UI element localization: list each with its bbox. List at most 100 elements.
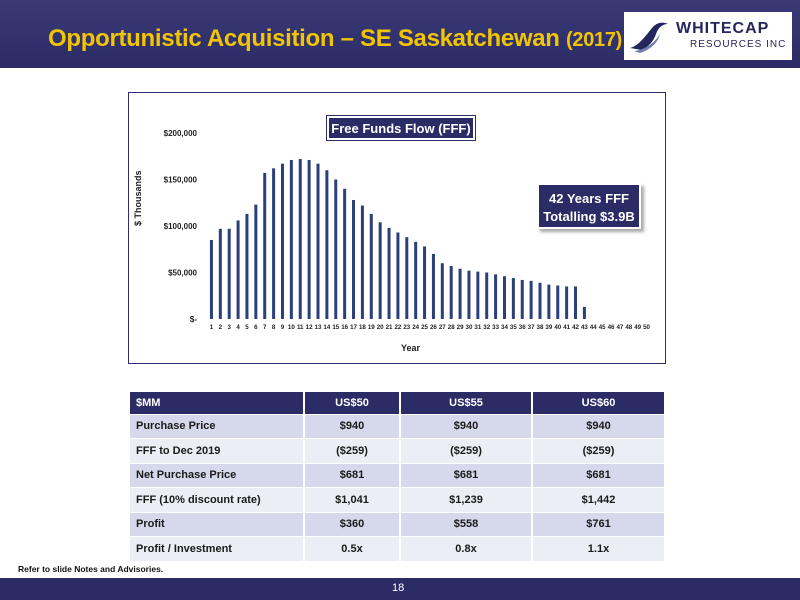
chart-bar — [565, 286, 569, 319]
chart-bar — [520, 279, 524, 319]
x-tick-label: 24 — [412, 324, 419, 331]
x-tick-label: 20 — [377, 324, 384, 331]
chart-bar — [547, 284, 551, 319]
x-tick-label: 50 — [643, 324, 650, 331]
x-tick-label: 14 — [323, 324, 330, 331]
chart-title: Free Funds Flow (FFF) — [326, 115, 476, 141]
table-cell: 0.8x — [400, 536, 533, 561]
table-cell: 1.1x — [532, 536, 664, 561]
x-tick-label: 18 — [359, 324, 366, 331]
table-row: FFF (10% discount rate) $1,041 $1,239 $1… — [130, 487, 664, 512]
table-header-cell: $MM — [130, 392, 305, 414]
chart-bar — [352, 199, 356, 319]
x-tick-label: 16 — [341, 324, 348, 331]
table-row: FFF to Dec 2019 ($259) ($259) ($259) — [130, 438, 664, 463]
logo-name: WHITECAP — [676, 20, 770, 37]
y-axis-label: $ Thousands — [133, 170, 143, 226]
x-tick-label: 2 — [219, 324, 223, 331]
x-tick-label: 7 — [263, 324, 267, 331]
x-tick-label: 9 — [281, 324, 285, 331]
chart-bar — [494, 274, 498, 319]
chart-bar — [582, 306, 586, 319]
y-tick-label: $100,000 — [164, 222, 198, 231]
x-tick-label: 31 — [474, 324, 481, 331]
x-tick-label: 26 — [430, 324, 437, 331]
x-tick-label: 17 — [350, 324, 357, 331]
chart-bar — [414, 241, 418, 319]
x-tick-label: 12 — [306, 324, 313, 331]
table-cell: $940 — [400, 413, 533, 439]
chart-bar — [227, 228, 231, 319]
table-cell: Net Purchase Price — [130, 462, 305, 488]
chart-bar — [254, 204, 258, 319]
chart-bar — [334, 179, 338, 319]
chart-bar — [325, 170, 329, 319]
table-cell: Purchase Price — [130, 413, 305, 439]
chart-panel: $- $50,000 $100,000 $150,000 $200,000 1 2 3 4 5 6 7… — [128, 92, 666, 364]
header-bar: Opportunistic Acquisition – SE Saskatche… — [0, 0, 800, 68]
x-tick-label: 15 — [332, 324, 339, 331]
chart-bar — [263, 172, 267, 319]
x-tick-label: 23 — [403, 324, 410, 331]
table-header-row: $MM US$50 US$55 US$60 — [130, 392, 664, 414]
y-tick-label: $150,000 — [164, 176, 198, 185]
x-tick-label: 28 — [448, 324, 455, 331]
table-cell: $1,041 — [304, 487, 401, 512]
chart-bar — [440, 263, 444, 319]
page-number: 18 — [392, 582, 405, 594]
x-tick-label: 3 — [227, 324, 231, 331]
table-cell: ($259) — [304, 438, 401, 463]
table-cell: $761 — [532, 511, 664, 537]
chart-bar — [405, 237, 409, 319]
sensitivity-table: $MM US$50 US$55 US$60 Purchase Price $94… — [130, 392, 664, 561]
chart-bar — [289, 159, 293, 319]
table-cell: FFF (10% discount rate) — [130, 487, 305, 512]
x-tick-label: 19 — [368, 324, 375, 331]
chart-bar — [245, 213, 249, 319]
logo-subtitle: RESOURCES INC — [690, 39, 787, 50]
table-cell: FFF to Dec 2019 — [130, 438, 305, 463]
x-tick-label: 43 — [581, 324, 588, 331]
x-tick-label: 39 — [545, 324, 552, 331]
chart-bar — [316, 163, 320, 319]
x-tick-label: 37 — [528, 324, 535, 331]
chart-bar — [431, 253, 435, 319]
table-cell: ($259) — [400, 438, 533, 463]
page-title-main: Opportunistic Acquisition – SE Saskatche… — [48, 25, 560, 52]
chart-bar — [502, 276, 506, 319]
callout-line-1: 42 Years FFF — [549, 191, 629, 206]
chart-bar — [307, 159, 311, 319]
callout-line-2: Totalling $3.9B — [543, 209, 635, 224]
x-tick-label: 1 — [210, 324, 214, 331]
x-tick-label: 34 — [501, 324, 508, 331]
footnote: Refer to slide Notes and Advisories. — [18, 564, 164, 574]
x-tick-label: 8 — [272, 324, 276, 331]
table-row: Profit $360 $558 $761 — [130, 511, 664, 537]
table-cell: 0.5x — [304, 536, 401, 561]
x-tick-label: 49 — [634, 324, 641, 331]
x-tick-label: 4 — [236, 324, 240, 331]
table-cell: Profit / Investment — [130, 536, 305, 561]
chart-bar — [272, 168, 276, 319]
x-tick-label: 30 — [466, 324, 473, 331]
x-tick-label: 36 — [519, 324, 526, 331]
chart-bar — [280, 163, 284, 319]
table-cell: $940 — [304, 413, 401, 439]
chart-bar — [458, 268, 462, 319]
chart-bar — [378, 222, 382, 319]
x-tick-label: 46 — [608, 324, 615, 331]
wave-logo-icon — [630, 22, 668, 53]
table-row: Purchase Price $940 $940 $940 — [130, 413, 664, 439]
x-tick-label: 40 — [554, 324, 561, 331]
table-cell: Profit — [130, 511, 305, 537]
x-tick-label: 11 — [297, 324, 304, 331]
chart-bar — [511, 278, 515, 319]
company-logo: WHITECAP RESOURCES INC — [624, 12, 792, 60]
x-tick-label: 48 — [625, 324, 632, 331]
chart-bar — [343, 188, 347, 319]
x-tick-label: 42 — [572, 324, 579, 331]
table-cell: $940 — [532, 413, 664, 439]
x-tick-label: 35 — [510, 324, 517, 331]
x-tick-label: 41 — [563, 324, 570, 331]
